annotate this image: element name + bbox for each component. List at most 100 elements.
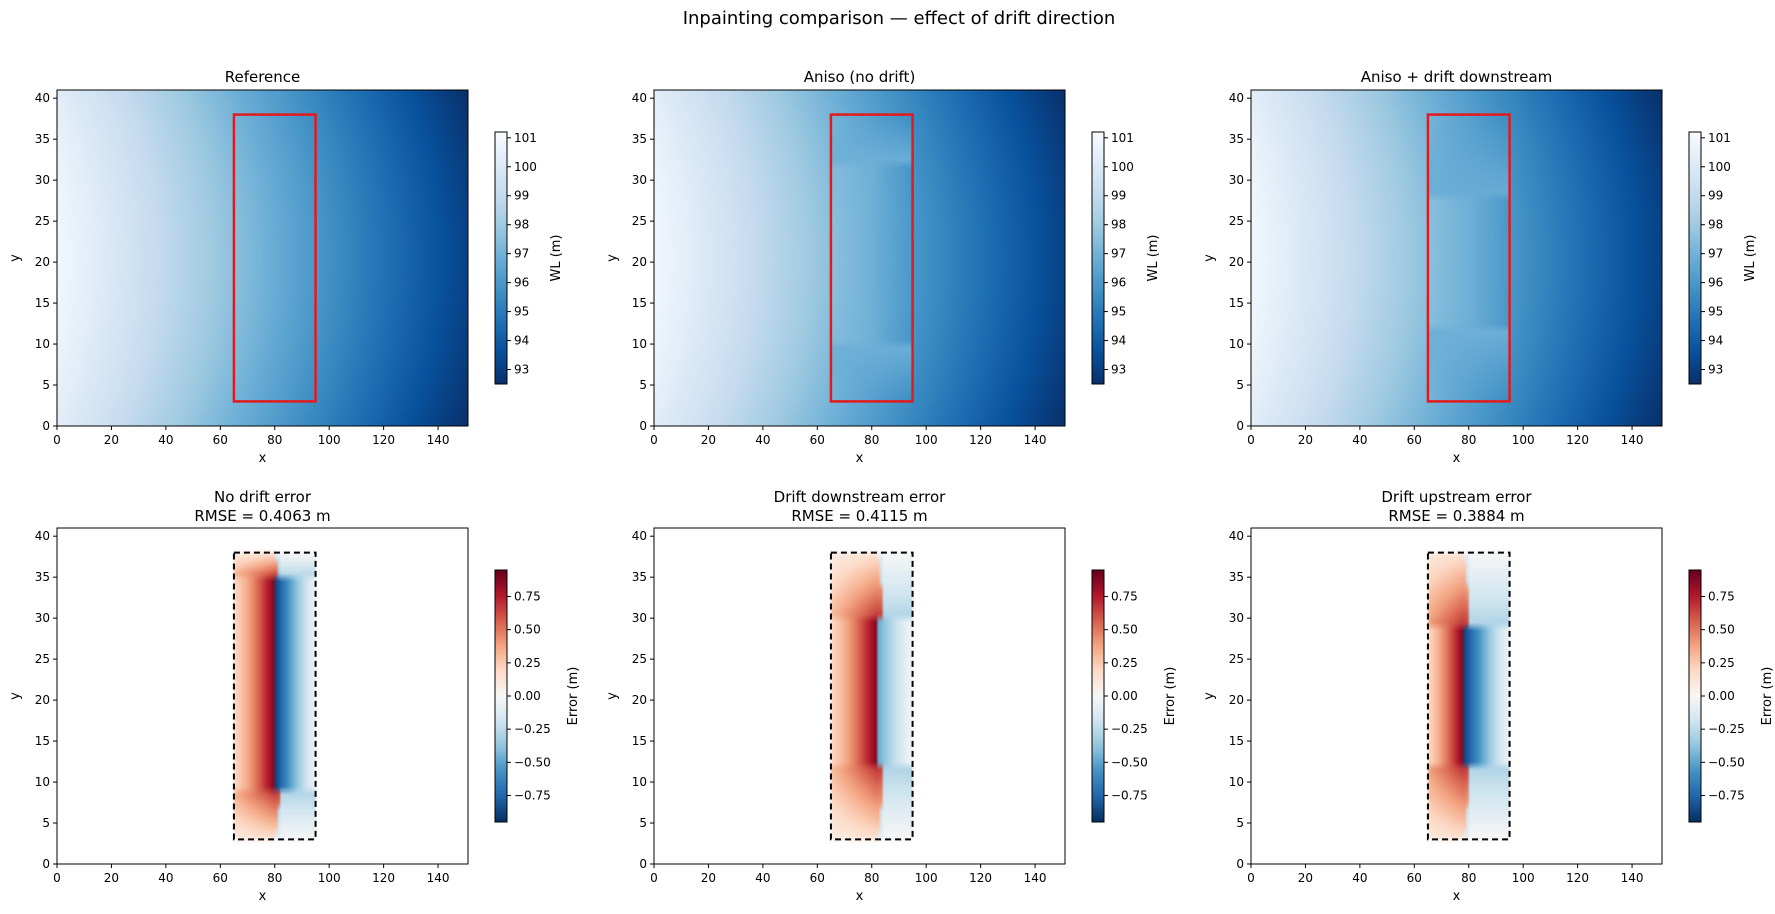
y-tick-label: 25 bbox=[35, 214, 50, 228]
x-tick-label: 60 bbox=[213, 871, 228, 885]
x-tick-label: 40 bbox=[1352, 433, 1367, 447]
x-axis-label: x bbox=[856, 451, 864, 466]
colorbar-label: WL (m) bbox=[1743, 234, 1758, 281]
y-tick-label: 40 bbox=[632, 529, 647, 543]
y-tick-label: 5 bbox=[639, 378, 647, 392]
y-tick-label: 5 bbox=[42, 816, 50, 830]
colorbar-gradient bbox=[495, 570, 507, 822]
x-tick-label: 20 bbox=[701, 871, 716, 885]
x-tick-label: 100 bbox=[1512, 871, 1535, 885]
y-tick-label: 15 bbox=[632, 296, 647, 310]
panel-subtitle: RMSE = 0.3884 m bbox=[1388, 507, 1524, 525]
colorbar-tick-label: 0.25 bbox=[1111, 656, 1138, 670]
colorbar-frame bbox=[494, 131, 508, 385]
x-tick-label: 60 bbox=[810, 433, 825, 447]
x-tick-label: 80 bbox=[1461, 871, 1476, 885]
x-axis-label: x bbox=[856, 889, 864, 904]
y-tick-label: 30 bbox=[1229, 611, 1244, 625]
mask-rectangle bbox=[1426, 551, 1511, 841]
x-tick-label: 20 bbox=[1298, 433, 1313, 447]
colorbar-gradient bbox=[1689, 570, 1701, 822]
colorbar-tick-label: 101 bbox=[514, 131, 537, 145]
y-tick-label: 40 bbox=[632, 91, 647, 105]
x-tick-label: 100 bbox=[1512, 433, 1535, 447]
y-tick-label: 40 bbox=[35, 91, 50, 105]
x-tick-label: 60 bbox=[810, 871, 825, 885]
y-tick-label: 5 bbox=[1236, 816, 1244, 830]
axes-frame bbox=[56, 527, 469, 865]
y-tick-label: 10 bbox=[35, 337, 50, 351]
colorbar-gradient bbox=[1092, 132, 1104, 384]
colorbar-tick-label: 96 bbox=[1111, 276, 1126, 290]
y-tick-label: 15 bbox=[35, 296, 50, 310]
y-tick-label: 30 bbox=[35, 173, 50, 187]
colorbar-tick-label: 96 bbox=[1708, 276, 1723, 290]
colorbar-label: WL (m) bbox=[1146, 234, 1161, 281]
y-tick-label: 10 bbox=[1229, 337, 1244, 351]
chart-panel: 0 20 40 60 80 100 120 140 0 5 10 15 20 25 30 35 40 x y Drif… bbox=[1202, 488, 1775, 904]
x-tick-label: 60 bbox=[1407, 433, 1422, 447]
y-tick-label: 40 bbox=[1229, 529, 1244, 543]
x-axis-label: x bbox=[259, 889, 267, 904]
y-tick-label: 30 bbox=[1229, 173, 1244, 187]
y-tick-label: 15 bbox=[1229, 734, 1244, 748]
x-tick-label: 100 bbox=[318, 871, 341, 885]
y-tick-label: 0 bbox=[639, 419, 647, 433]
colorbar-tick-label: 98 bbox=[514, 218, 529, 232]
chart-panel: 0 20 40 60 80 100 120 140 0 5 10 15 20 25 30 35 40 x y No d… bbox=[8, 488, 581, 904]
panel-title: Reference bbox=[225, 68, 301, 86]
colorbar-tick-label: 98 bbox=[1708, 218, 1723, 232]
colorbar-tick-label: 0.50 bbox=[1708, 623, 1735, 637]
colorbar-tick-label: 93 bbox=[514, 363, 529, 377]
x-axis-label: x bbox=[1453, 451, 1461, 466]
y-axis-label: y bbox=[1202, 692, 1217, 700]
y-tick-label: 25 bbox=[632, 652, 647, 666]
x-tick-label: 0 bbox=[53, 871, 61, 885]
colorbar-tick-label: 95 bbox=[1708, 305, 1723, 319]
y-tick-label: 25 bbox=[35, 652, 50, 666]
x-tick-label: 100 bbox=[915, 433, 938, 447]
colorbar-tick-label: 0.25 bbox=[1708, 656, 1735, 670]
x-axis-label: x bbox=[259, 451, 267, 466]
x-tick-label: 0 bbox=[53, 433, 61, 447]
x-tick-label: 40 bbox=[158, 871, 173, 885]
colorbar-tick-label: 93 bbox=[1111, 363, 1126, 377]
colorbar-tick-label: 99 bbox=[1111, 189, 1126, 203]
colorbar-label: Error (m) bbox=[566, 667, 581, 726]
x-tick-label: 20 bbox=[104, 433, 119, 447]
colorbar-tick-label: 0.75 bbox=[1111, 590, 1138, 604]
x-tick-label: 140 bbox=[1621, 871, 1644, 885]
y-tick-label: 0 bbox=[1236, 857, 1244, 871]
y-axis-label: y bbox=[1202, 254, 1217, 262]
colorbar-tick-label: −0.75 bbox=[1111, 788, 1148, 802]
y-axis-label: y bbox=[8, 692, 23, 700]
mask-rectangle bbox=[232, 113, 317, 403]
x-tick-label: 80 bbox=[864, 871, 879, 885]
y-tick-label: 20 bbox=[1229, 255, 1244, 269]
y-tick-label: 40 bbox=[1229, 91, 1244, 105]
colorbar-tick-label: 0.75 bbox=[1708, 590, 1735, 604]
colorbar-tick-label: 96 bbox=[514, 276, 529, 290]
y-tick-label: 5 bbox=[1236, 378, 1244, 392]
chart-panel: 0 20 40 60 80 100 120 140 0 5 10 15 20 25 30 35 40 x y Drif… bbox=[605, 488, 1178, 904]
y-axis-label: y bbox=[605, 254, 620, 262]
colorbar-label: WL (m) bbox=[549, 234, 564, 281]
colorbar-gradient bbox=[1092, 570, 1104, 822]
x-tick-label: 20 bbox=[701, 433, 716, 447]
y-tick-label: 10 bbox=[1229, 775, 1244, 789]
colorbar-tick-label: 0.25 bbox=[514, 656, 541, 670]
y-tick-label: 35 bbox=[632, 132, 647, 146]
y-tick-label: 5 bbox=[639, 816, 647, 830]
colorbar-tick-label: 97 bbox=[1708, 247, 1723, 261]
y-tick-label: 0 bbox=[42, 419, 50, 433]
colorbar-tick-label: 99 bbox=[1708, 189, 1723, 203]
figure-title: Inpainting comparison — effect of drift … bbox=[683, 8, 1116, 29]
panel-subtitle: RMSE = 0.4115 m bbox=[791, 507, 927, 525]
x-tick-label: 100 bbox=[915, 871, 938, 885]
heatmap-image bbox=[1251, 528, 1662, 864]
y-tick-label: 25 bbox=[632, 214, 647, 228]
panel-subtitle: RMSE = 0.4063 m bbox=[194, 507, 330, 525]
x-tick-label: 40 bbox=[158, 433, 173, 447]
y-tick-label: 30 bbox=[632, 611, 647, 625]
